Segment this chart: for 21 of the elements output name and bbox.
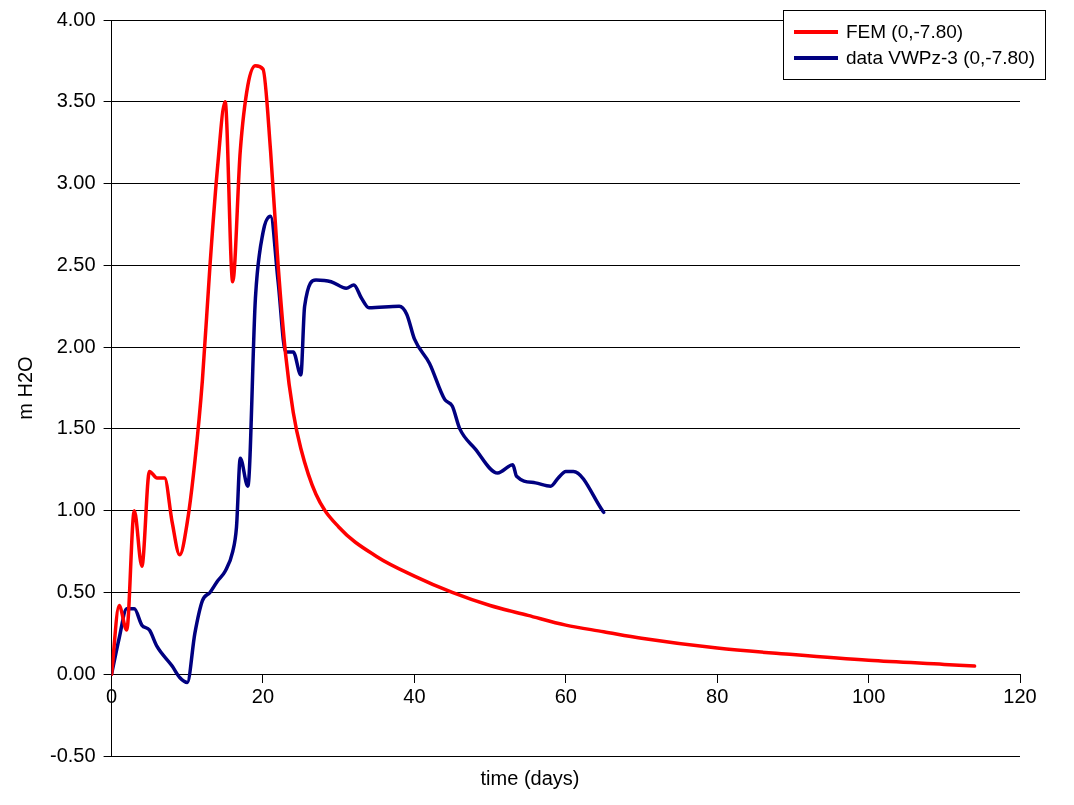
legend-label: data VWPz-3 (0,-7.80) [845, 47, 1035, 69]
x-tick-label: 80 [706, 684, 729, 707]
y-tick-label: 1.50 [56, 416, 96, 439]
y-tick-label: 2.50 [56, 252, 96, 275]
x-tick-label: 120 [1003, 684, 1037, 707]
x-tick-label: 60 [554, 684, 577, 707]
line-series [111, 214, 606, 685]
x-tick-label: 40 [403, 684, 426, 707]
legend-label: FEM (0,-7.80) [845, 21, 964, 43]
y-tick-label: 3.50 [56, 89, 96, 112]
x-tick-label: 100 [851, 684, 886, 707]
y-tick-label: 4.00 [56, 7, 96, 30]
y-tick-label: 0.50 [56, 579, 96, 602]
y-axis-title: m H2O [13, 356, 36, 420]
x-axis-title: time (days) [479, 767, 581, 790]
y-tick-label: 1.00 [56, 498, 96, 521]
x-tick-label: 20 [251, 684, 275, 707]
y-tick-label: -0.50 [49, 743, 96, 766]
y-tick-label: 0.00 [56, 661, 96, 684]
y-tick-label: 2.00 [56, 334, 96, 357]
y-tick-label: 3.00 [56, 171, 96, 194]
